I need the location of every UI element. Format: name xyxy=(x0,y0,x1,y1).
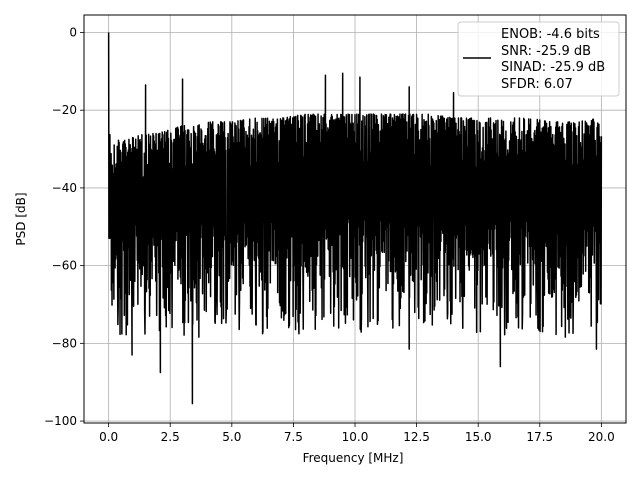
y-tick-label: −80 xyxy=(52,336,77,350)
x-tick-label: 2.5 xyxy=(161,430,180,444)
x-tick-label: 5.0 xyxy=(222,430,241,444)
legend-line-enob: ENOB: -4.6 bits xyxy=(501,27,600,42)
legend-line-sfdr: SFDR: 6.07 xyxy=(501,77,573,92)
y-axis-ticks: 0 −20 −40 −60 −80 −100 xyxy=(44,25,84,428)
x-tick-label: 10.0 xyxy=(342,430,369,444)
y-tick-label: 0 xyxy=(69,25,77,39)
x-axis-label: Frequency [MHz] xyxy=(303,451,404,465)
x-axis-ticks: 0.0 2.5 5.0 7.5 10.0 12.5 15.0 17.5 20.0 xyxy=(99,423,615,444)
y-axis-label: PSD [dB] xyxy=(14,192,28,245)
data-area xyxy=(107,32,603,405)
x-tick-label: 0.0 xyxy=(99,430,118,444)
legend-box xyxy=(457,21,620,97)
x-tick-label: 17.5 xyxy=(526,430,553,444)
x-tick-label: 15.0 xyxy=(465,430,492,444)
x-tick-label: 7.5 xyxy=(284,430,303,444)
legend: ENOB: -4.6 bits SNR: -25.9 dB SINAD: -25… xyxy=(457,21,620,97)
y-tick-label: −100 xyxy=(44,414,77,428)
legend-line-snr: SNR: -25.9 dB xyxy=(501,44,591,59)
legend-line-sinad: SINAD: -25.9 dB xyxy=(501,60,605,75)
y-tick-label: −40 xyxy=(52,181,77,195)
x-tick-label: 12.5 xyxy=(403,430,430,444)
x-tick-label: 20.0 xyxy=(588,430,615,444)
y-tick-label: −20 xyxy=(52,103,77,117)
y-tick-label: −60 xyxy=(52,259,77,273)
psd-series-line xyxy=(107,32,603,405)
